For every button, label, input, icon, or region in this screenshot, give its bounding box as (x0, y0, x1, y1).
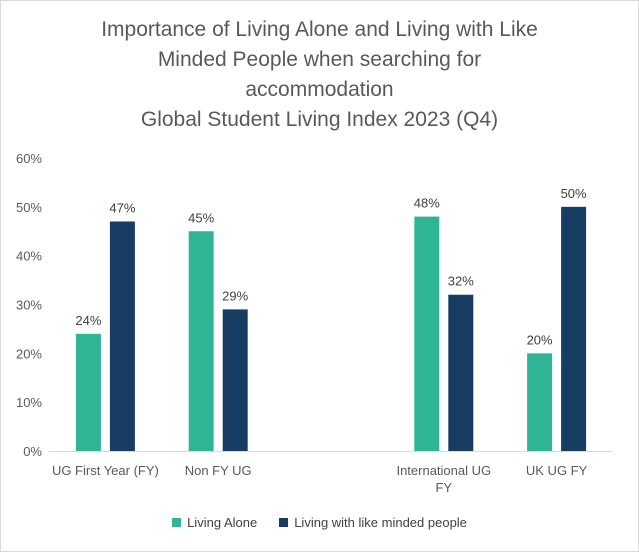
x-category-label-0-line-0: UG First Year (FY) (52, 463, 159, 478)
legend-label-living-with-like-minded: Living with like minded people (294, 515, 467, 530)
data-label-living-alone-2: 48% (414, 196, 440, 211)
x-category-label-3-line-0: UK UG FY (526, 463, 588, 478)
x-category-label-1-line-0: Non FY UG (185, 463, 252, 478)
y-tick-label-0: 0% (23, 444, 42, 459)
bar-like-minded-0 (109, 221, 135, 451)
y-tick-label-2: 20% (16, 346, 42, 361)
y-tick-label-3: 30% (16, 298, 42, 313)
data-label-like-minded-3: 50% (561, 186, 587, 201)
x-category-label-2-line-0: International UG (396, 463, 491, 478)
data-label-living-alone-0: 24% (75, 313, 101, 328)
data-label-like-minded-2: 32% (448, 274, 474, 289)
legend-item-living-with-like-minded: Living with like minded people (279, 515, 467, 530)
chart-legend: Living Alone Living with like minded peo… (1, 515, 638, 530)
data-label-like-minded-0: 47% (109, 200, 135, 215)
chart-title-line-2: Minded People when searching for (157, 48, 482, 71)
legend-item-living-alone: Living Alone (172, 515, 257, 530)
legend-swatch-living-alone (172, 518, 182, 527)
chart-title-line-4: Global Student Living Index 2023 (Q4) (140, 108, 499, 131)
bar-living-alone-3 (527, 353, 553, 451)
bar-like-minded-1 (222, 309, 248, 451)
legend-label-living-alone: Living Alone (187, 515, 258, 530)
bar-like-minded-3 (561, 206, 587, 451)
y-tick-label-1: 10% (16, 395, 42, 410)
chart-title-line-3: accommodation (245, 78, 394, 101)
data-label-living-alone-3: 20% (527, 332, 553, 347)
y-tick-label-5: 50% (16, 200, 42, 215)
y-tick-label-4: 40% (16, 249, 42, 264)
chart-title-line-1: Importance of Living Alone and Living wi… (101, 18, 538, 41)
legend-swatch-living-with-like-minded (279, 518, 289, 527)
bar-like-minded-2 (448, 294, 474, 451)
data-label-like-minded-1: 29% (222, 288, 248, 303)
bar-living-alone-1 (188, 231, 214, 451)
bar-living-alone-0 (75, 333, 101, 451)
chart-title: Importance of Living Alone and Living wi… (1, 15, 638, 135)
data-label-living-alone-1: 45% (188, 210, 214, 225)
y-tick-label-6: 60% (16, 151, 42, 166)
x-category-label-2-line-1: FY (435, 480, 452, 495)
bar-living-alone-2 (414, 216, 440, 451)
